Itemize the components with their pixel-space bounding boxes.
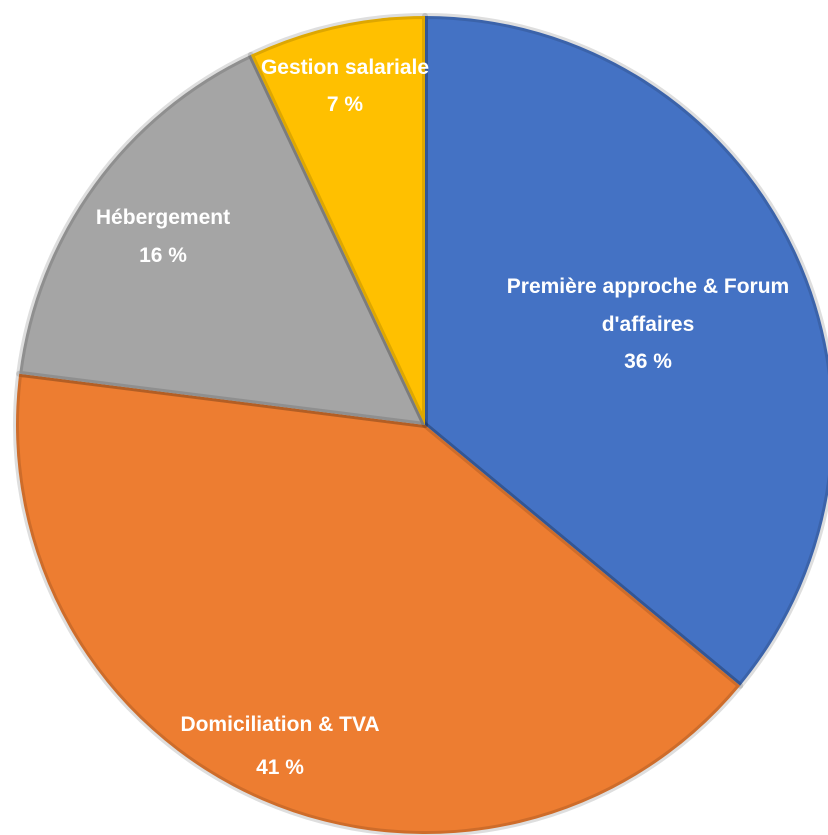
slice-value-label: 36 % [624, 350, 672, 373]
slice-label: Hébergement [95, 206, 231, 229]
pie-slice [422, 13, 828, 689]
slice-value-label: 7 % [326, 93, 364, 116]
slice-label: Gestion salariale [260, 56, 430, 79]
slice-label: Domiciliation & TVA [180, 713, 380, 736]
slice-label: Première approche & Forum d'affaires [506, 275, 790, 336]
pie-slice [247, 13, 428, 428]
pie-slice [13, 370, 744, 835]
slice-value-label: 41 % [256, 756, 304, 779]
pie-slice [16, 51, 428, 428]
slice-value-label: 16 % [139, 244, 187, 267]
